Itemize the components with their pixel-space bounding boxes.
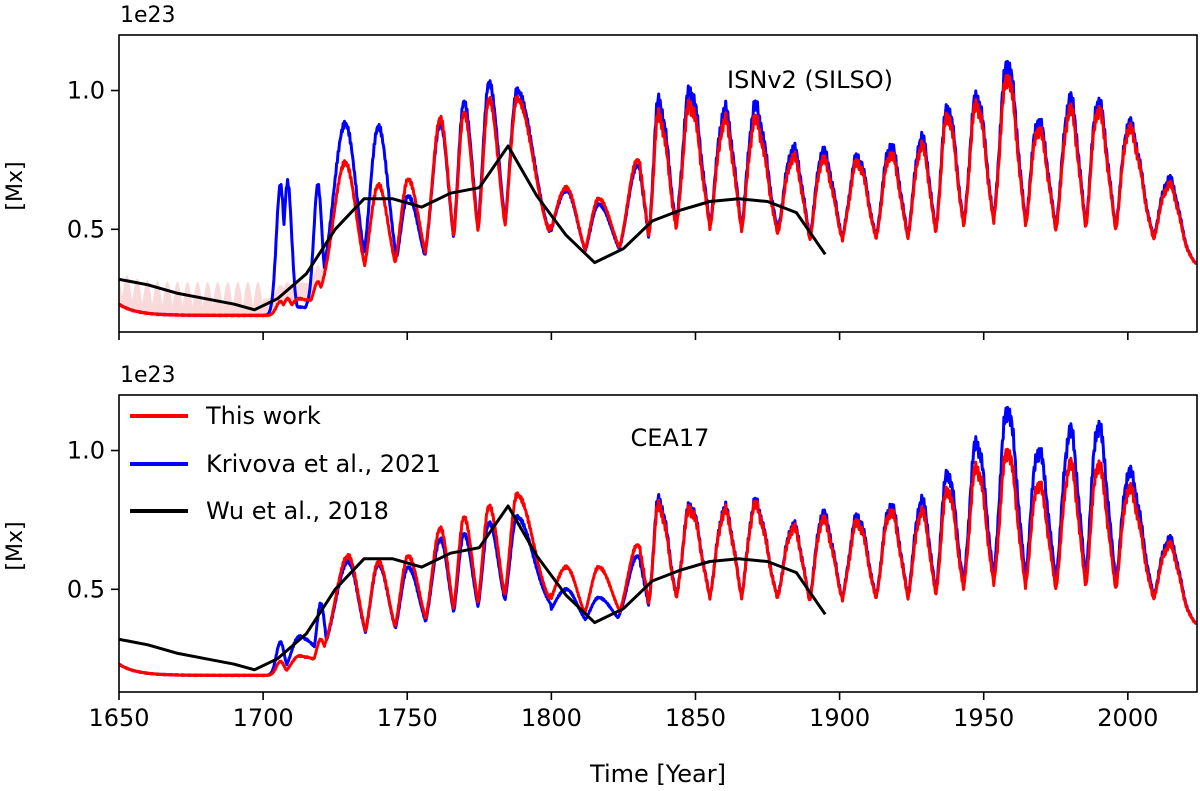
x-tick-label: 1900 (809, 704, 870, 732)
ylabel-bottom: [Mx] (3, 521, 28, 570)
x-tick-label: 2000 (1097, 704, 1158, 732)
panel-title-top: ISNv2 (SILSO) (727, 66, 893, 94)
series-group (119, 59, 1197, 319)
legend-label-krivova: Krivova et al., 2021 (206, 450, 441, 478)
plot-area-top (119, 59, 1197, 319)
y-tick-label: 0.5 (67, 575, 105, 603)
legend-label-wu: Wu et al., 2018 (206, 497, 389, 525)
series-wu-2018 (119, 504, 827, 672)
ticks-top: 0.5 1.0 (67, 77, 1129, 340)
offset-text-bottom: 1e23 (120, 363, 176, 388)
series-group (119, 405, 1197, 678)
offset-text-top: 1e23 (120, 3, 176, 28)
x-axis-label: Time [Year] (589, 760, 726, 788)
x-tick-label: 1700 (233, 704, 294, 732)
x-tick-label: 1800 (521, 704, 582, 732)
ticks-bottom: 1650 1700 1750 1800 1850 1900 1950 2000 0.5 1.0 (67, 437, 1159, 732)
axes-frame-bottom (118, 394, 1198, 693)
panel-bottom: 1e23 [Mx] 1650 1700 1750 1800 1850 1900 1950 20… (3, 363, 1198, 732)
plot-area-bottom (119, 405, 1197, 678)
series-this-work (119, 447, 1197, 678)
x-tick-label: 1650 (88, 704, 149, 732)
y-tick-label: 1.0 (67, 437, 105, 465)
panel-title-bottom: CEA17 (631, 424, 710, 452)
panel-top: 1e23 [Mx] 0.5 1.0 ISNv2 (SILSO) (3, 3, 1198, 340)
y-tick-label: 1.0 (67, 77, 105, 105)
series-krivova-2021 (119, 59, 1197, 318)
ylabel-top: [Mx] (3, 161, 28, 210)
series-this-work (119, 73, 1197, 318)
axes-frame-top (118, 34, 1198, 333)
x-tick-label: 1850 (665, 704, 726, 732)
legend-label-this-work: This work (205, 402, 321, 430)
x-tick-label: 1950 (953, 704, 1014, 732)
x-tick-label: 1750 (377, 704, 438, 732)
y-tick-label: 0.5 (67, 215, 105, 243)
series-wu-2018 (119, 144, 827, 312)
legend: This work Krivova et al., 2021 Wu et al.… (130, 402, 441, 525)
